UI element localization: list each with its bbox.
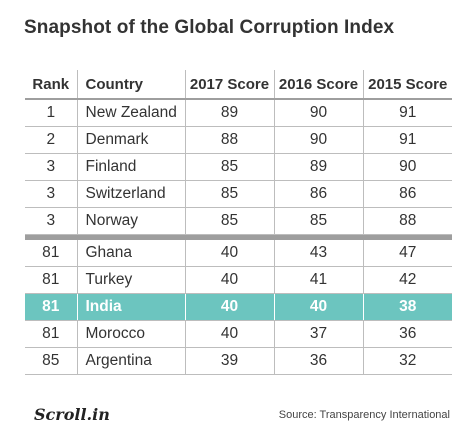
source-note: Source: Transparency International [278, 409, 450, 421]
score-2017-cell: 85 [184, 180, 274, 208]
rank-cell: 3 [25, 153, 77, 181]
header-2015-score: 2015 Score [362, 70, 452, 100]
score-2016-cell: 89 [273, 153, 363, 181]
country-cell: Ghana [76, 240, 185, 267]
score-2015-cell: 36 [362, 320, 452, 348]
divider-bar [25, 234, 452, 240]
table-row: 3 Finland 85 89 90 [25, 153, 452, 181]
rank-cell: 81 [25, 266, 77, 294]
score-2015-cell: 42 [362, 266, 452, 294]
page-title: Snapshot of the Global Corruption Index [24, 17, 395, 38]
score-2016-cell: 85 [273, 207, 363, 235]
rank-cell: 1 [25, 99, 77, 127]
table-row: 2 Denmark 88 90 91 [25, 126, 452, 154]
country-cell: Denmark [76, 126, 185, 154]
score-2017-cell: 88 [184, 126, 274, 154]
score-2015-cell: 47 [362, 240, 452, 267]
table-row: 1 New Zealand 89 90 91 [25, 99, 452, 127]
rank-cell: 3 [25, 180, 77, 208]
scroll-in-logo: Scroll.in [34, 405, 110, 424]
country-cell: India [76, 293, 185, 321]
header-2017-score: 2017 Score [184, 70, 274, 100]
score-2017-cell: 40 [184, 293, 274, 321]
score-2015-cell: 91 [362, 99, 452, 127]
country-cell: Morocco [76, 320, 185, 348]
score-2016-cell: 43 [273, 240, 363, 267]
table-row: 3 Norway 85 85 88 [25, 207, 452, 235]
score-2016-cell: 90 [273, 99, 363, 127]
score-2016-cell: 36 [273, 347, 363, 375]
score-2016-cell: 86 [273, 180, 363, 208]
score-2015-cell: 90 [362, 153, 452, 181]
table-section-divider [25, 234, 452, 240]
rank-cell: 3 [25, 207, 77, 235]
table-row: 85 Argentina 39 36 32 [25, 347, 452, 375]
rank-cell: 2 [25, 126, 77, 154]
score-2015-cell: 91 [362, 126, 452, 154]
score-2017-cell: 85 [184, 207, 274, 235]
rank-cell: 81 [25, 293, 77, 321]
score-2017-cell: 89 [184, 99, 274, 127]
header-2016-score: 2016 Score [273, 70, 363, 100]
corruption-index-table: Rank Country 2017 Score 2016 Score 2015 … [25, 70, 452, 375]
header-rank: Rank [25, 70, 77, 100]
rank-cell: 81 [25, 240, 77, 267]
score-2017-cell: 85 [184, 153, 274, 181]
score-2015-cell: 88 [362, 207, 452, 235]
table-row: 81 Morocco 40 37 36 [25, 320, 452, 348]
country-cell: Finland [76, 153, 185, 181]
rank-cell: 85 [25, 347, 77, 375]
country-cell: New Zealand [76, 99, 185, 127]
score-2017-cell: 39 [184, 347, 274, 375]
table-row: 81 India 40 40 38 [25, 293, 452, 321]
score-2017-cell: 40 [184, 240, 274, 267]
table-row: 81 Ghana 40 43 47 [25, 240, 452, 267]
country-cell: Norway [76, 207, 185, 235]
rank-cell: 81 [25, 320, 77, 348]
score-2016-cell: 41 [273, 266, 363, 294]
header-country: Country [76, 70, 185, 100]
table-header-row: Rank Country 2017 Score 2016 Score 2015 … [25, 70, 452, 100]
score-2015-cell: 38 [362, 293, 452, 321]
table-row: 3 Switzerland 85 86 86 [25, 180, 452, 208]
score-2016-cell: 37 [273, 320, 363, 348]
country-cell: Argentina [76, 347, 185, 375]
score-2016-cell: 90 [273, 126, 363, 154]
score-2017-cell: 40 [184, 320, 274, 348]
score-2015-cell: 32 [362, 347, 452, 375]
country-cell: Switzerland [76, 180, 185, 208]
country-cell: Turkey [76, 266, 185, 294]
score-2015-cell: 86 [362, 180, 452, 208]
score-2017-cell: 40 [184, 266, 274, 294]
score-2016-cell: 40 [273, 293, 363, 321]
table-row: 81 Turkey 40 41 42 [25, 266, 452, 294]
